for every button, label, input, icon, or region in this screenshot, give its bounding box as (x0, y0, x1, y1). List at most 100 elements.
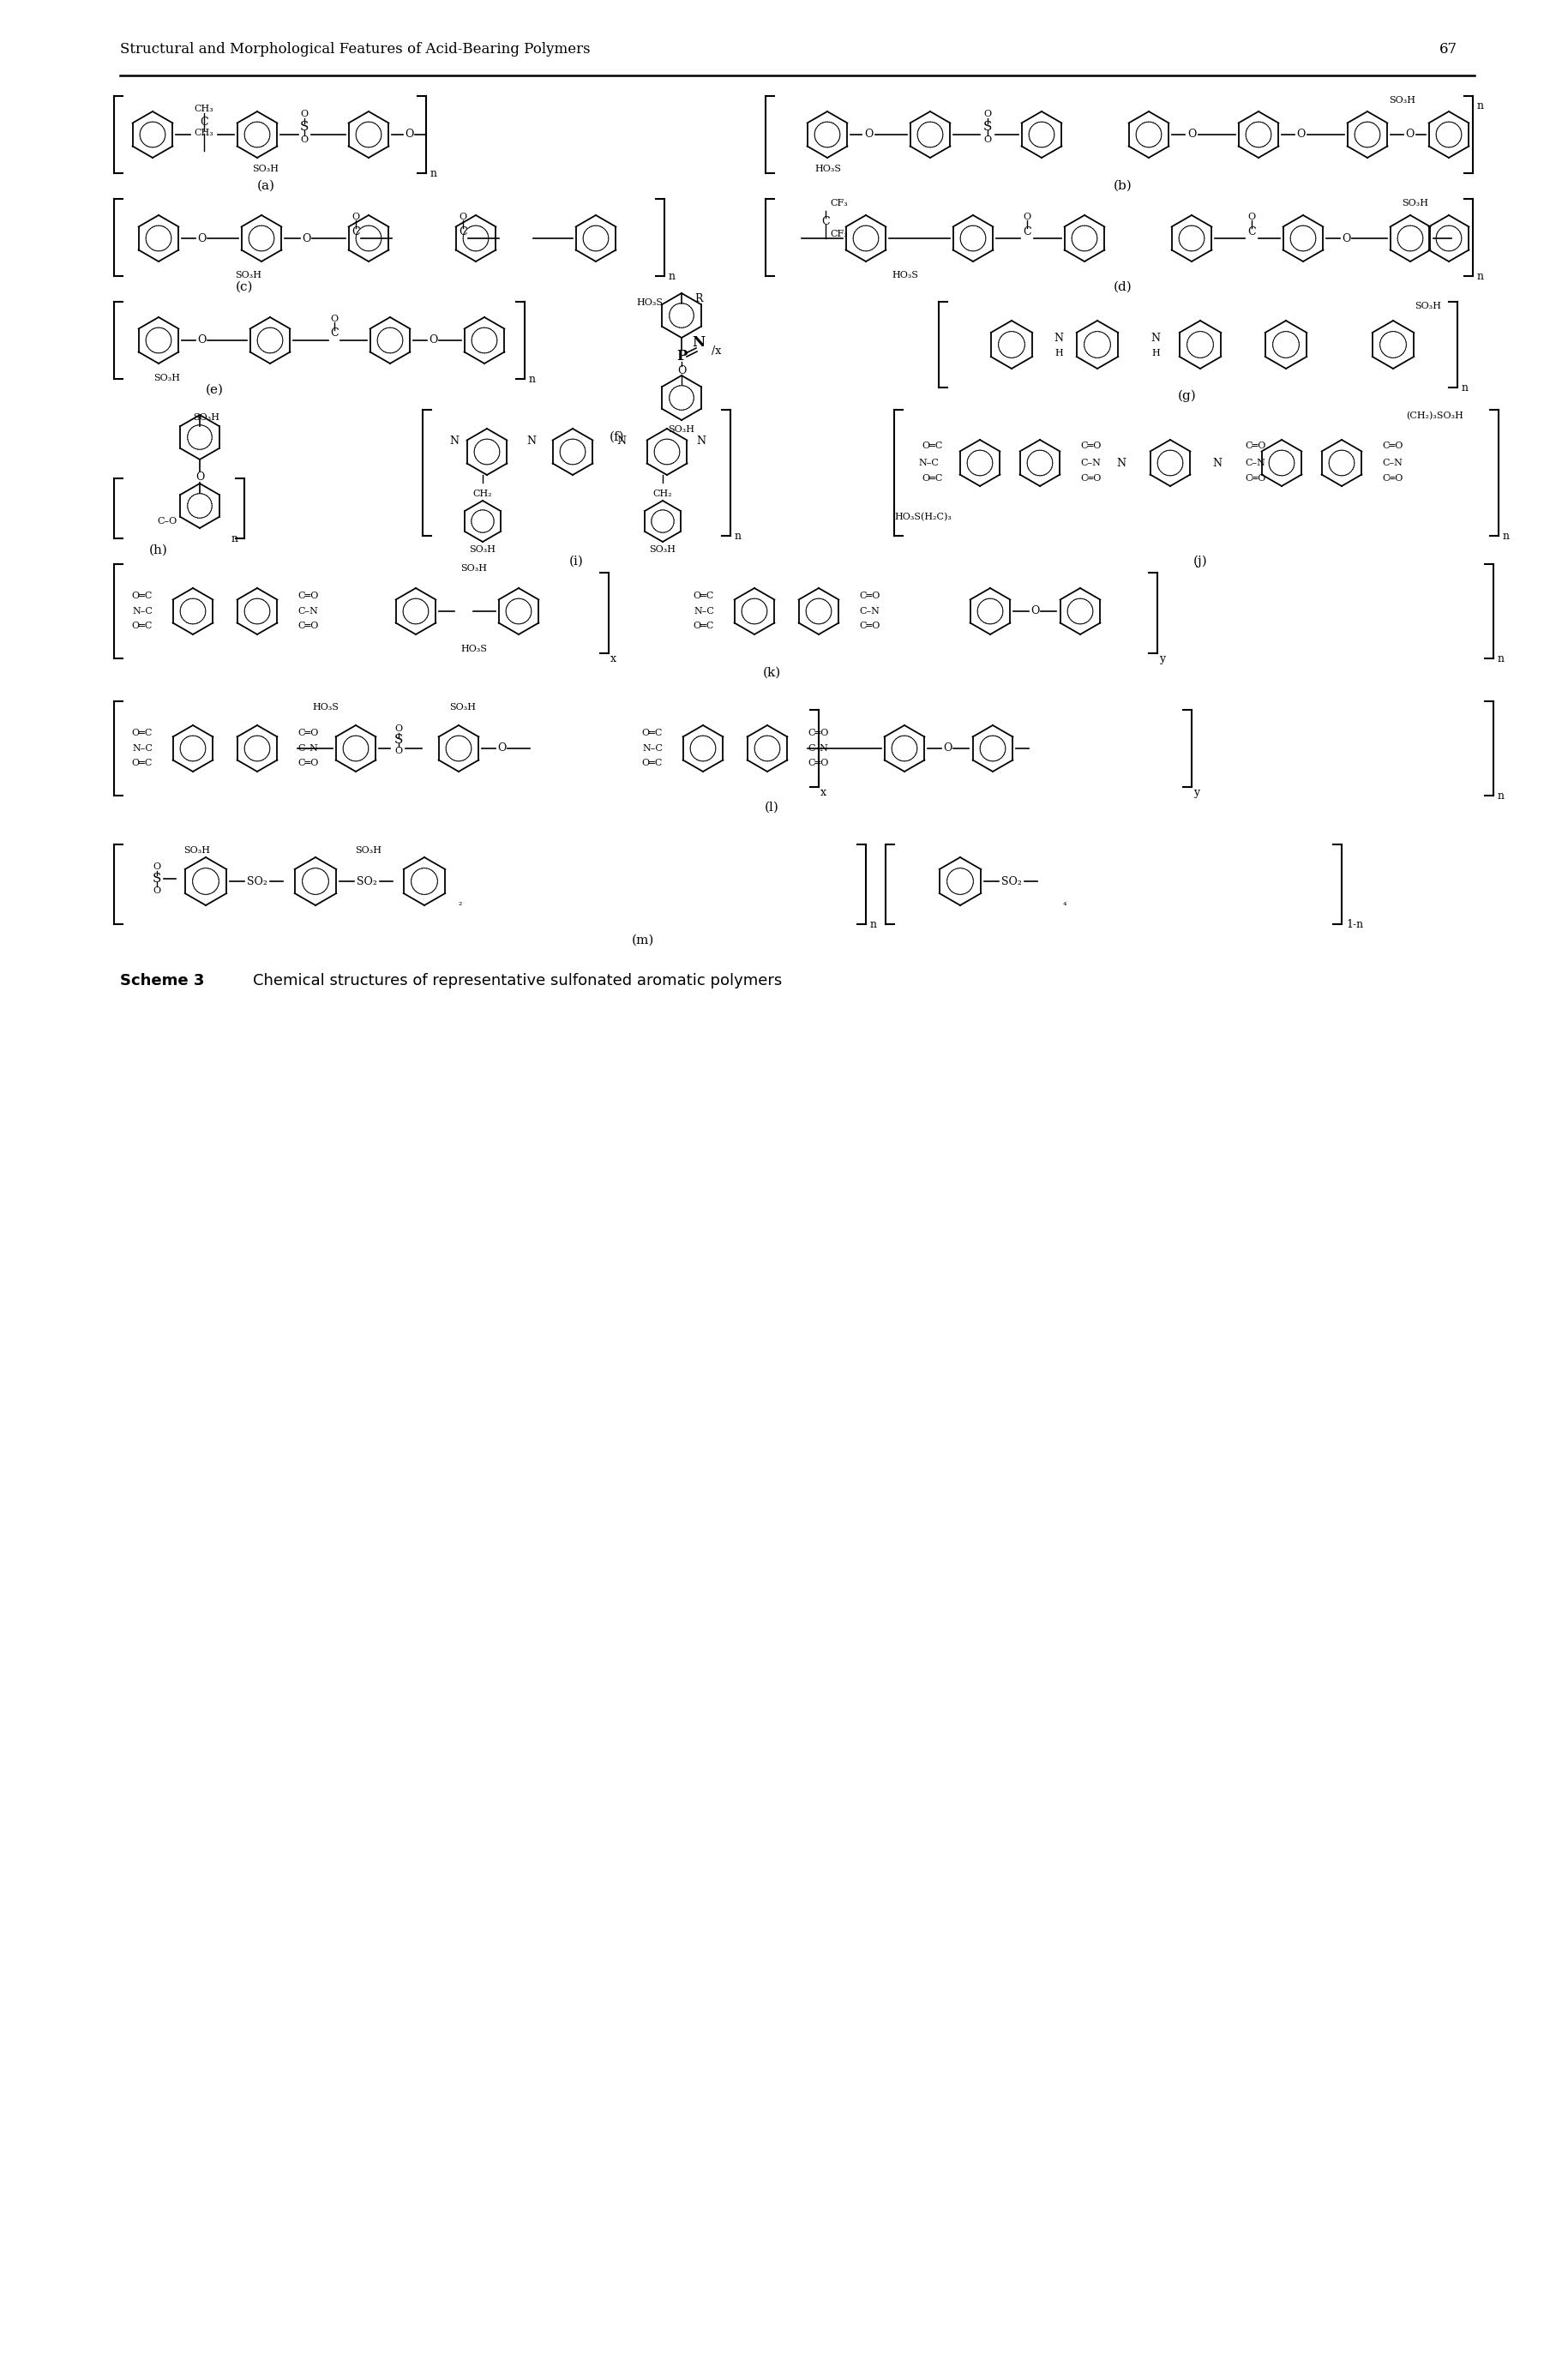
Text: O═C: O═C (693, 592, 713, 600)
Text: n: n (430, 169, 437, 178)
Text: SO₂: SO₂ (246, 875, 268, 887)
Text: C═O: C═O (298, 621, 318, 630)
Text: n: n (528, 374, 536, 385)
Text: O: O (1405, 128, 1414, 140)
Text: C═O: C═O (298, 759, 318, 768)
Text: SO₃H: SO₃H (649, 545, 676, 554)
Text: O: O (331, 314, 339, 324)
Text: O: O (395, 726, 403, 733)
Text: n: n (735, 531, 742, 542)
Text: O═C: O═C (693, 621, 713, 630)
Text: SO₃H: SO₃H (235, 271, 262, 278)
Text: HO₃S: HO₃S (461, 645, 488, 654)
Text: n: n (870, 918, 877, 930)
Text: N–C: N–C (919, 459, 939, 466)
Text: O: O (1297, 128, 1305, 140)
Text: C: C (822, 216, 829, 226)
Text: S: S (394, 733, 403, 747)
Text: 1-n: 1-n (1345, 918, 1363, 930)
Text: S: S (152, 873, 162, 885)
Text: O═C: O═C (641, 759, 663, 768)
Text: C═O: C═O (1245, 442, 1265, 450)
Text: C═O: C═O (1245, 473, 1265, 483)
Text: C–N: C–N (1381, 459, 1402, 466)
Text: O: O (301, 109, 309, 119)
Text: n: n (668, 271, 676, 283)
Text: C–N: C–N (808, 745, 828, 752)
Text: HO₃S: HO₃S (312, 702, 339, 711)
Text: O: O (405, 128, 414, 140)
Text: C–N: C–N (859, 607, 880, 616)
Text: R: R (695, 293, 702, 305)
Text: 67: 67 (1439, 43, 1457, 57)
Text: O═C: O═C (132, 621, 152, 630)
Text: O: O (983, 109, 991, 119)
Text: O: O (196, 471, 204, 483)
Text: y: y (1159, 654, 1165, 664)
Text: y: y (1193, 787, 1200, 797)
Text: O═C: O═C (132, 592, 152, 600)
Text: O: O (154, 887, 162, 895)
Text: Structural and Morphological Features of Acid-Bearing Polymers: Structural and Morphological Features of… (121, 43, 591, 57)
Text: C–N: C–N (1245, 459, 1265, 466)
Text: (f): (f) (610, 431, 624, 442)
Text: N: N (696, 435, 706, 447)
Text: C–N: C–N (298, 607, 318, 616)
Text: O: O (428, 335, 437, 345)
Text: O: O (864, 128, 873, 140)
Text: SO₃H: SO₃H (469, 545, 495, 554)
Text: C═O: C═O (859, 592, 880, 600)
Text: O═C: O═C (922, 442, 942, 450)
Text: C═O: C═O (298, 592, 318, 600)
Text: O: O (459, 212, 467, 221)
Text: n: n (1502, 531, 1510, 542)
Text: N–C: N–C (132, 607, 152, 616)
Text: O: O (1248, 212, 1256, 221)
Text: C: C (331, 328, 339, 340)
Text: (c): (c) (235, 281, 252, 293)
Text: CF₃: CF₃ (829, 200, 848, 207)
Text: C: C (351, 226, 361, 238)
Text: O: O (301, 136, 309, 145)
Text: (h): (h) (149, 545, 168, 557)
Text: SO₃H: SO₃H (1402, 200, 1428, 207)
Text: (m): (m) (632, 935, 654, 947)
Text: (i): (i) (569, 557, 583, 569)
Text: C═O: C═O (1080, 442, 1101, 450)
Text: C: C (1248, 226, 1256, 238)
Text: N: N (616, 435, 626, 447)
Text: (e): (e) (205, 383, 223, 395)
Text: C–N: C–N (298, 745, 318, 752)
Text: O═C: O═C (132, 759, 152, 768)
Text: N–C: N–C (132, 745, 152, 752)
Text: CH₂: CH₂ (474, 490, 492, 497)
Text: C═O: C═O (808, 759, 828, 768)
Text: CH₃: CH₃ (194, 128, 213, 138)
Text: SO₃H: SO₃H (1389, 95, 1416, 105)
Text: O: O (198, 335, 205, 345)
Text: C═O: C═O (808, 728, 828, 737)
Text: O═C: O═C (132, 728, 152, 737)
Text: O: O (1187, 128, 1196, 140)
Text: HO₃S: HO₃S (814, 164, 840, 174)
Text: SO₃H: SO₃H (668, 426, 695, 433)
Text: (l): (l) (764, 802, 779, 814)
Text: SO₂: SO₂ (356, 875, 378, 887)
Text: n: n (1477, 100, 1483, 112)
Text: O═C: O═C (641, 728, 663, 737)
Text: /x: /x (712, 345, 721, 357)
Text: O: O (677, 364, 687, 376)
Text: N: N (1212, 457, 1221, 469)
Text: C: C (459, 226, 467, 238)
Text: HO₃S(H₂C)₃: HO₃S(H₂C)₃ (894, 511, 952, 521)
Text: C: C (199, 117, 209, 128)
Text: O: O (1342, 233, 1350, 245)
Text: N: N (527, 435, 536, 447)
Text: SO₃H: SO₃H (450, 702, 477, 711)
Text: SO₃H: SO₃H (356, 847, 383, 854)
Text: n: n (1477, 271, 1483, 283)
Text: C═O: C═O (859, 621, 880, 630)
Text: n: n (232, 533, 238, 545)
Text: x: x (820, 787, 826, 797)
Text: n: n (1497, 790, 1505, 802)
